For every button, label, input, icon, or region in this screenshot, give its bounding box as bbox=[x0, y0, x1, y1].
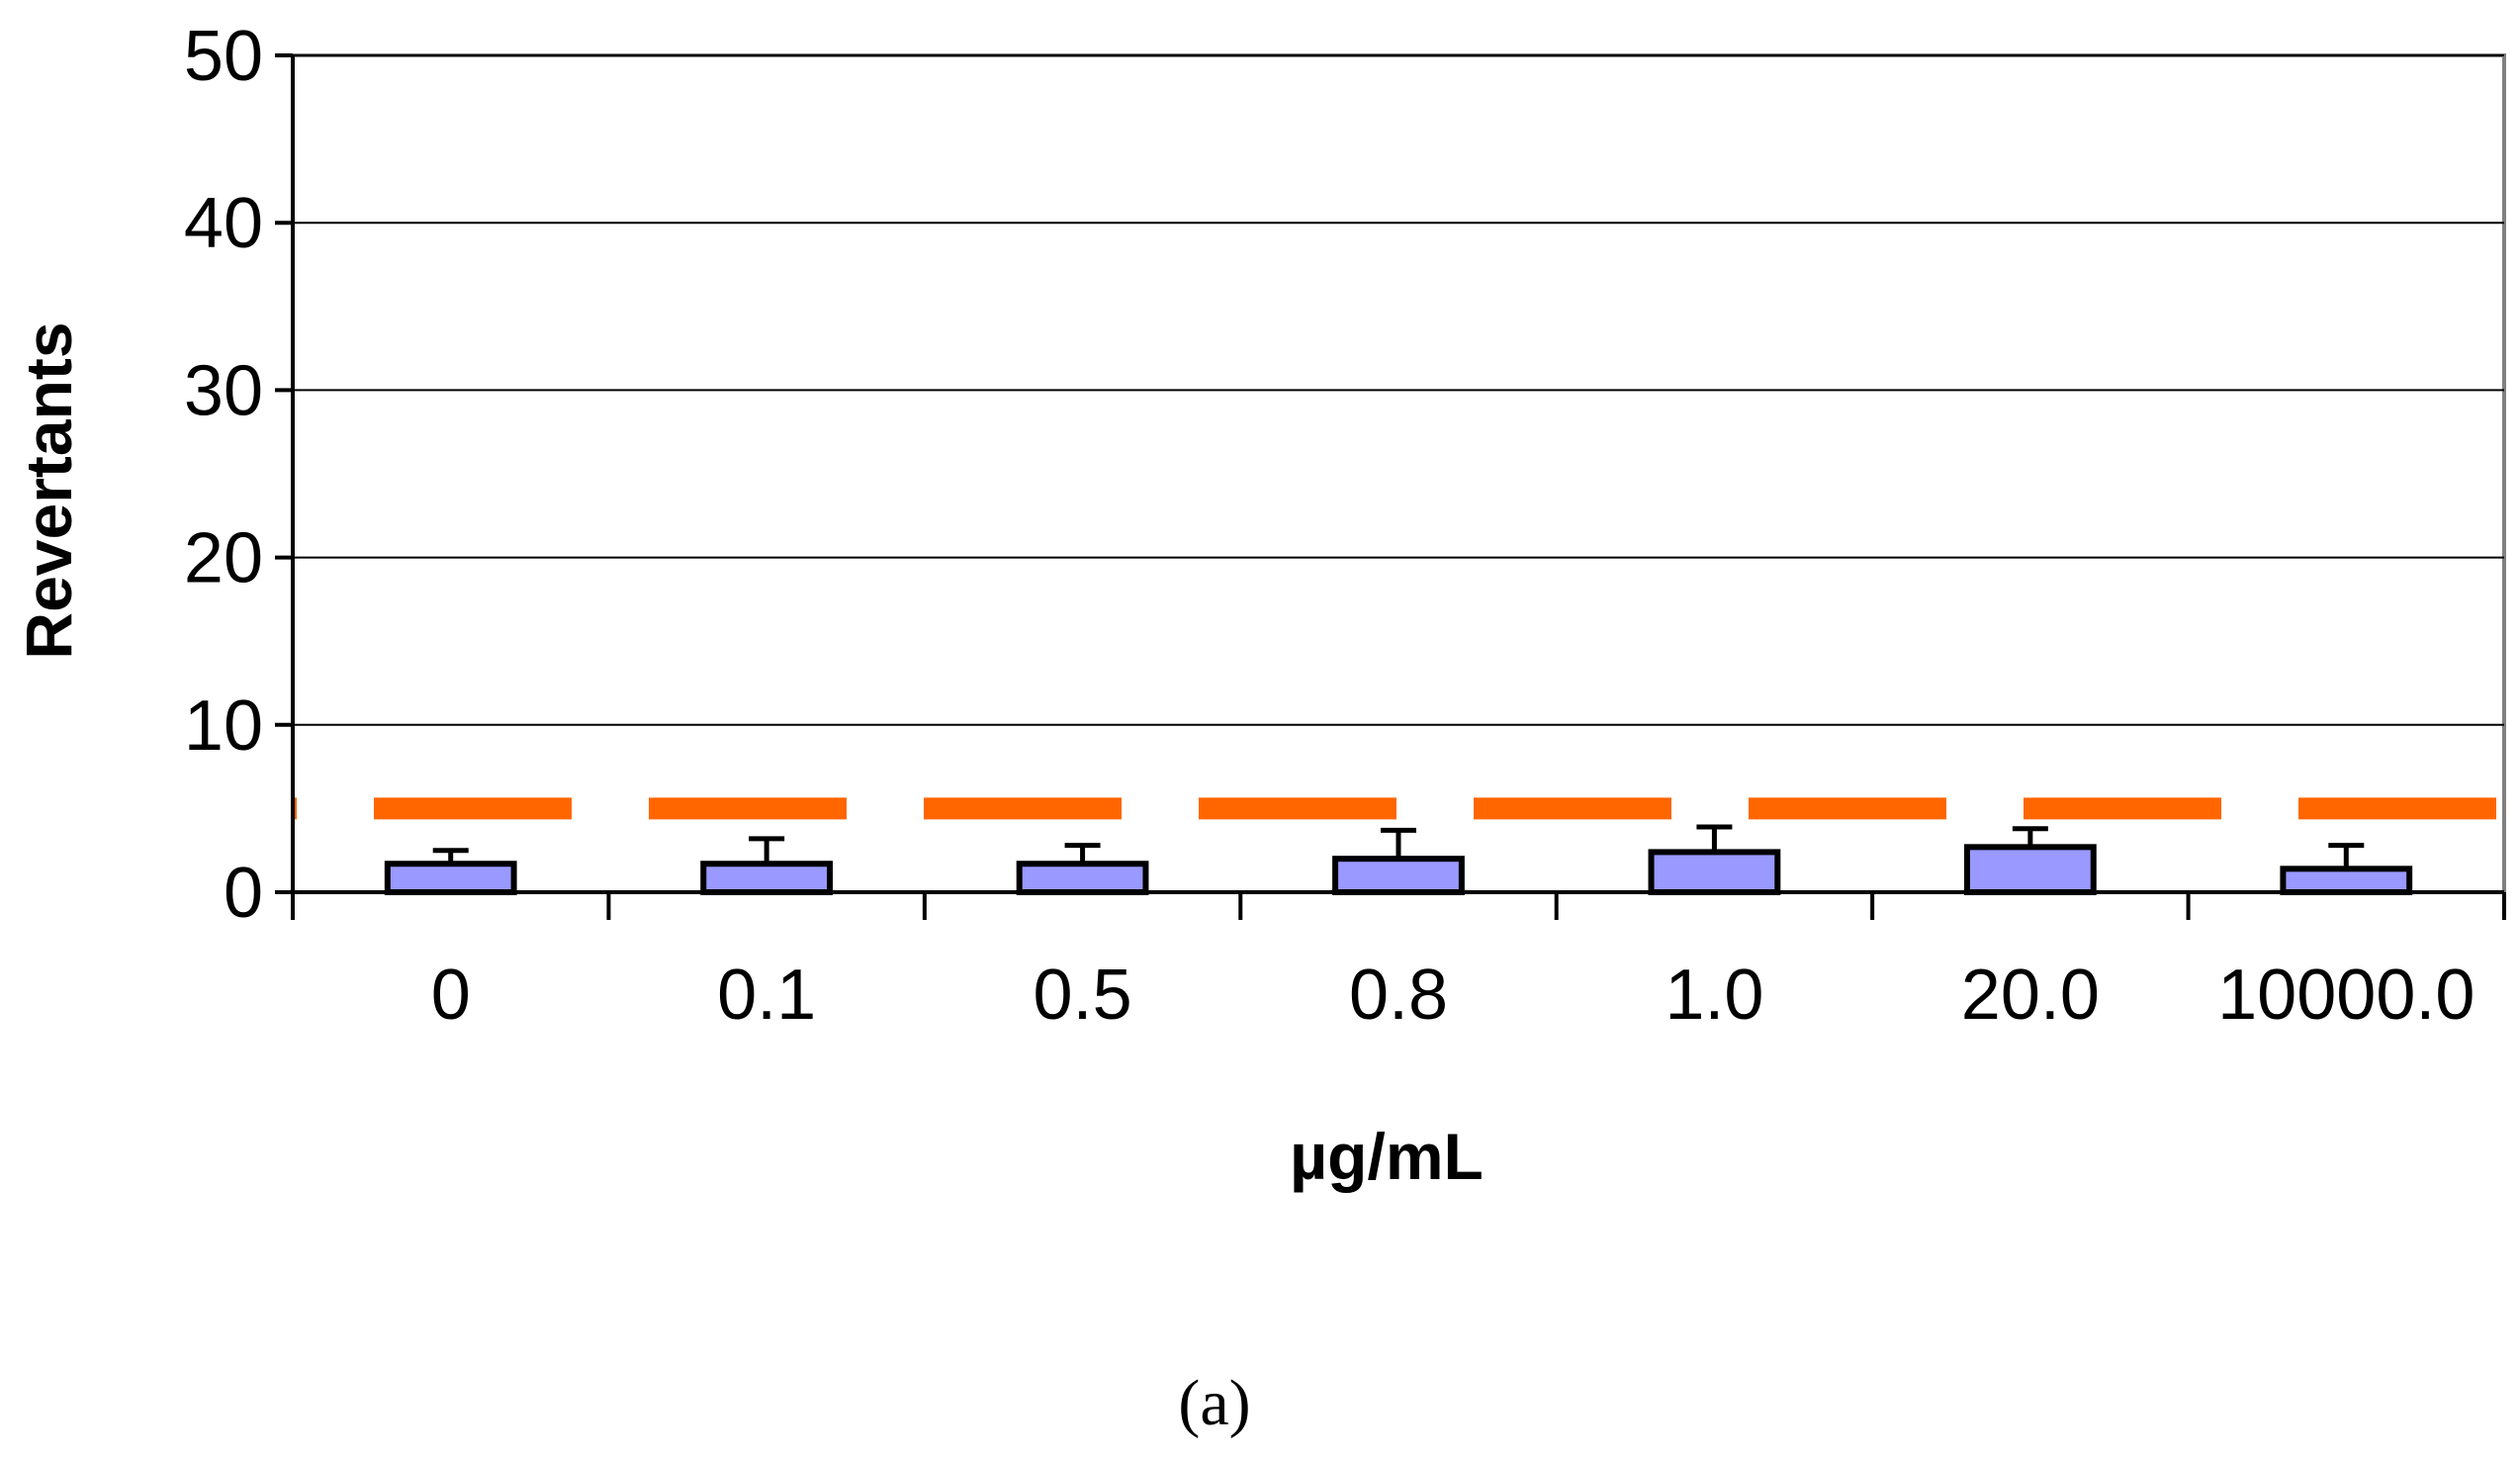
bar-0 bbox=[384, 861, 517, 896]
x-tick-label: 0 bbox=[431, 956, 471, 1035]
x-tick-label: 20.0 bbox=[1961, 956, 2100, 1035]
plot-frame bbox=[291, 53, 2506, 894]
y-tick-label: 0 bbox=[224, 854, 263, 933]
x-axis-label: µg/mL bbox=[1290, 1120, 1484, 1193]
figure-caption: (a) bbox=[1178, 1367, 1250, 1439]
y-axis-label: Revertants bbox=[12, 321, 85, 659]
x-tick-label: 0.5 bbox=[1034, 956, 1132, 1035]
bar-0.5 bbox=[1016, 861, 1149, 896]
y-tick-label: 40 bbox=[184, 184, 263, 263]
bar-20.0 bbox=[1963, 844, 2097, 895]
bar-1.0 bbox=[1648, 849, 1781, 896]
bar-0.1 bbox=[700, 861, 834, 896]
x-tick-label: 0.1 bbox=[717, 956, 816, 1035]
y-tick-label: 20 bbox=[184, 519, 263, 598]
y-tick-label: 50 bbox=[184, 17, 263, 96]
bar-10000.0 bbox=[2280, 866, 2413, 896]
y-tick-label: 10 bbox=[184, 686, 263, 766]
y-tick-label: 30 bbox=[184, 351, 263, 430]
bar-0.8 bbox=[1332, 856, 1465, 895]
x-tick-label: 10000.0 bbox=[2217, 956, 2475, 1035]
x-tick-label: 0.8 bbox=[1349, 956, 1448, 1035]
x-tick-label: 1.0 bbox=[1665, 956, 1763, 1035]
